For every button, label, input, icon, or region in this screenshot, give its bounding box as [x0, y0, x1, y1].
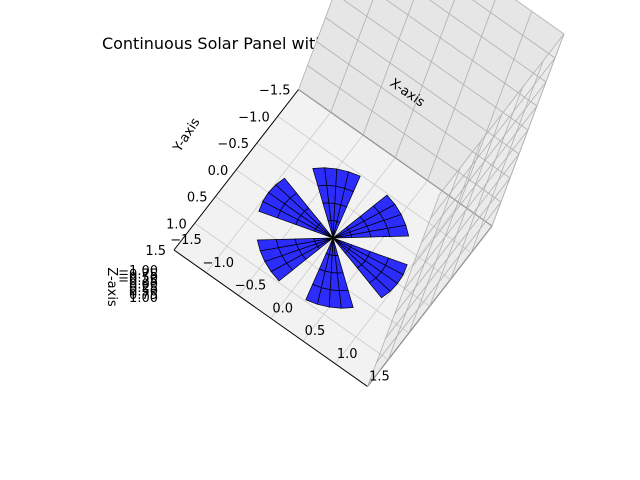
z-tick-label: 0.50 — [129, 284, 158, 299]
y-tick-label: 0.0 — [208, 164, 229, 179]
z-tick-label: −0.75 — [118, 267, 158, 282]
y-tick-labels: −1.5 −1.0 −0.5 0.00.51.01.5 — [145, 84, 290, 260]
y-skirt-gridline — [470, 60, 544, 253]
y-skirt-gridline — [429, 114, 503, 307]
x-skirt-gridline — [330, 0, 374, 113]
z-tick-labels: −1.00−0.75−0.50−0.250.000.250.500.751.00 — [118, 264, 158, 306]
x-skirt-gridline — [491, 33, 565, 227]
solar-blade — [256, 237, 334, 282]
y-tick-label: 1.5 — [145, 244, 166, 259]
z-tick-label: 0.75 — [129, 288, 158, 303]
x-tick-label: −0.5 — [235, 279, 267, 294]
x-tick-labels: −1.5−1.0−0.5 0.0 0.5 1.0 1.5 — [170, 233, 390, 385]
blade-segment — [305, 283, 322, 305]
axis-line — [173, 89, 299, 251]
x-skirt-gridline — [459, 11, 533, 204]
y-gridline — [194, 222, 389, 361]
z-tick-label: −0.50 — [118, 271, 158, 286]
axis-line — [173, 249, 368, 387]
y-tick-label: 0.5 — [187, 191, 208, 206]
z-tick-label: −0.25 — [118, 274, 158, 289]
blade-segment — [344, 171, 361, 193]
solar-blade — [258, 177, 334, 239]
z-tick-label: −1.00 — [118, 264, 158, 279]
y-skirt-gridline — [408, 140, 482, 334]
solar-blade — [312, 167, 361, 239]
blade-segment — [324, 167, 338, 187]
solar-blade — [332, 237, 408, 299]
y-axis-label: Y-axis — [170, 115, 203, 155]
blade-segment — [368, 277, 391, 299]
z-tick-label: 0.00 — [129, 278, 158, 293]
y-tick-label: 1.0 — [166, 217, 187, 232]
x-skirt-gridline — [394, 0, 455, 158]
z-axis-label: Z-axis — [104, 267, 119, 307]
blade-segment — [275, 177, 298, 199]
y-tick-label: −1.5 — [259, 84, 291, 99]
x-tick-label: 0.0 — [272, 301, 293, 316]
x-tick-label: 1.0 — [337, 347, 358, 362]
z-pane-grid — [298, 0, 565, 387]
solar-blade — [332, 194, 410, 239]
blade-segment — [387, 224, 410, 237]
z-tick-label: 0.25 — [129, 281, 158, 296]
x-skirt-gridline — [427, 0, 496, 181]
y-tick-label: −1.0 — [238, 110, 270, 125]
x-skirt-gridline — [362, 0, 415, 136]
x-tick-label: −1.0 — [202, 256, 234, 271]
x-skirt-gridline — [298, 0, 333, 90]
y-tick-label: −0.5 — [217, 137, 249, 152]
blade-segment — [256, 239, 279, 252]
blade-segment — [328, 289, 342, 309]
y-skirt-gridline — [387, 167, 461, 360]
axes-panes — [174, 0, 564, 387]
solar-panel-surface — [256, 167, 410, 309]
x-tick-label: 0.5 — [305, 324, 326, 339]
solar-blade — [305, 237, 354, 309]
x-tick-label: −1.5 — [170, 233, 202, 248]
y-skirt-gridline — [450, 87, 523, 280]
z-tick-label: 1.00 — [129, 291, 158, 306]
y-skirt-gridline — [367, 194, 440, 387]
x-tick-label: 1.5 — [369, 370, 390, 385]
